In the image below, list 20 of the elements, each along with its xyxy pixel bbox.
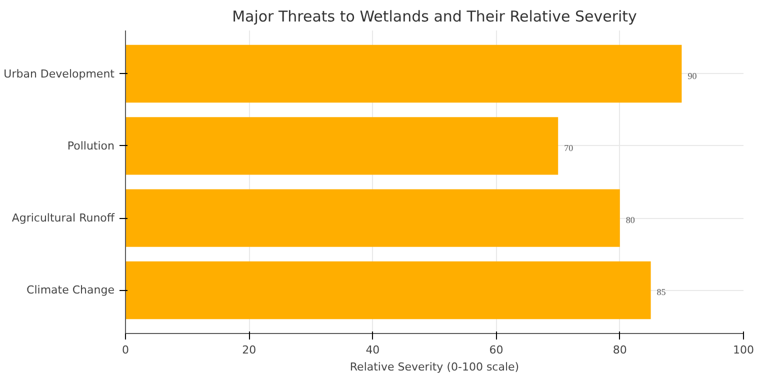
data-label: 85 — [656, 287, 666, 298]
chart-title: Major Threats to Wetlands and Their Relative Severity — [232, 8, 638, 26]
y-tick-label: Urban Development — [4, 67, 116, 80]
x-tick-label: 20 — [242, 344, 256, 356]
bar — [126, 261, 651, 320]
bar — [126, 189, 620, 247]
x-tick-label: 100 — [733, 344, 754, 356]
x-tick-label: 40 — [366, 344, 380, 356]
x-tick-label: 80 — [612, 344, 627, 356]
y-tick-label: Agricultural Runoff — [12, 212, 115, 225]
bar — [126, 44, 682, 103]
x-axis-title: Relative Severity (0-100 scale) — [350, 360, 520, 374]
y-tick-label: Pollution — [67, 139, 115, 152]
x-tick-label: 60 — [489, 344, 504, 356]
data-label: 90 — [688, 70, 698, 81]
data-label: 70 — [564, 142, 574, 153]
x-tick-label: 0 — [122, 344, 129, 356]
y-tick-label: Climate Change — [26, 284, 115, 297]
bar — [126, 117, 558, 175]
data-label: 80 — [626, 215, 636, 226]
